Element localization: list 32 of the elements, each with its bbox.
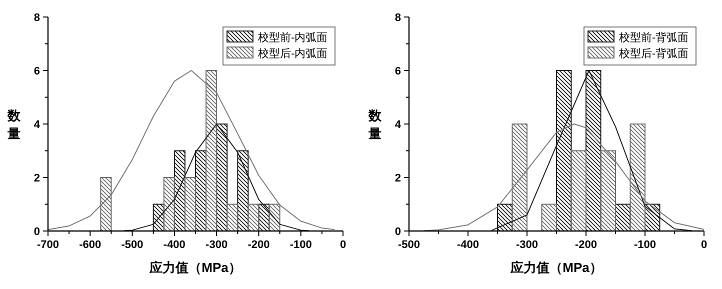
x-tick-label: -100 [634, 239, 656, 251]
x-tick-label: -400 [163, 239, 186, 251]
x-tick-label: -500 [121, 239, 144, 251]
y-tick-label: 0 [34, 226, 40, 238]
legend-label: 校型后-内弧面 [257, 47, 328, 60]
y-axis-title: 数量 [368, 108, 382, 141]
y-tick-label: 4 [394, 119, 402, 131]
y-tick-label: 2 [394, 172, 401, 184]
legend-label: 校型后-背弧面 [618, 47, 689, 60]
x-tick-label: -600 [79, 239, 102, 251]
y-tick-label: 6 [34, 66, 40, 78]
y-tick-label: 4 [34, 119, 41, 131]
x-axis-title: 应力值（MPa） [148, 260, 242, 275]
y-tick-label: 8 [394, 12, 401, 24]
x-axis-title: 应力值（MPa） [510, 260, 602, 275]
x-tick-label: -300 [206, 239, 228, 251]
y-tick-label: 6 [394, 66, 401, 78]
x-tick-label: 0 [700, 239, 708, 251]
x-tick-label: -300 [516, 239, 538, 251]
x-tick-label: -200 [248, 239, 270, 251]
x-tick-label: -200 [574, 239, 598, 251]
x-tick-label: -400 [456, 239, 480, 251]
x-tick-label: -700 [36, 239, 60, 251]
legend-label: 校型前-内弧面 [257, 31, 328, 44]
y-tick-label: 8 [34, 12, 40, 24]
x-tick-label: 0 [340, 239, 346, 251]
x-tick-label: -100 [290, 239, 312, 251]
y-axis-title: 数量 [6, 108, 22, 141]
y-tick-label: 2 [34, 172, 40, 184]
y-tick-label: 0 [394, 226, 401, 238]
legend-label: 校型前-背弧面 [618, 31, 689, 44]
x-tick-label: -500 [398, 239, 420, 251]
